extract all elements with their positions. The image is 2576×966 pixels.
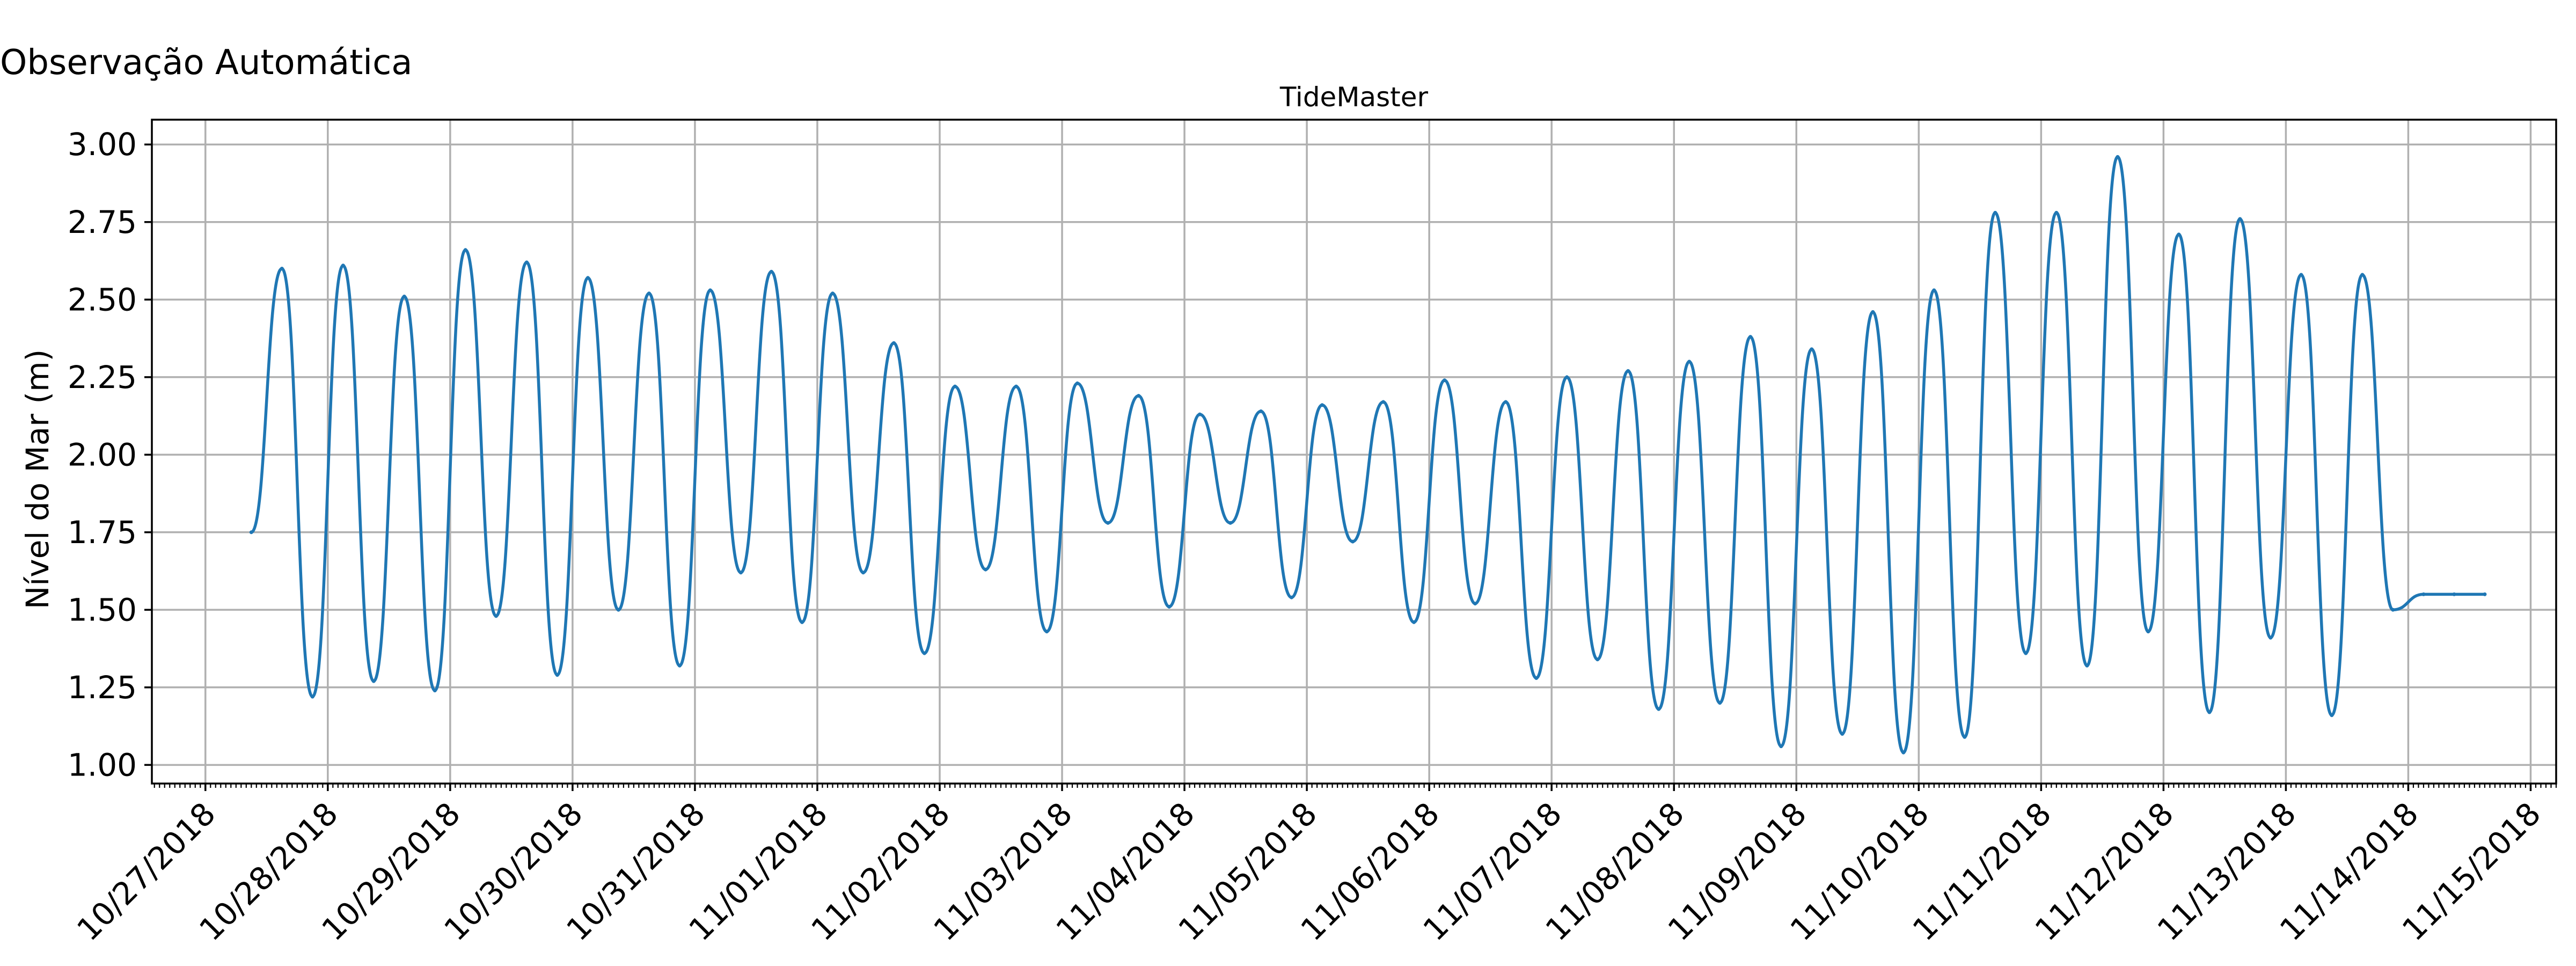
y-tick-label: 2.75	[68, 204, 137, 240]
data-point	[647, 291, 651, 296]
data-point	[1687, 360, 1692, 364]
data-point	[1626, 369, 1630, 373]
figure-title: Observação Automática	[0, 43, 412, 83]
data-point	[2146, 630, 2150, 634]
data-point	[1993, 210, 1997, 215]
y-tick-label: 2.50	[68, 281, 137, 318]
data-point	[1534, 676, 1539, 680]
data-point	[1565, 375, 1569, 379]
data-point	[2207, 710, 2212, 714]
y-tick-label: 1.50	[68, 591, 137, 628]
data-point	[616, 608, 620, 612]
data-point	[1290, 595, 1294, 599]
data-point	[524, 260, 529, 265]
data-point	[1075, 381, 1079, 385]
data-point	[1504, 400, 1508, 404]
y-axis-label: Nível do Mar (m)	[19, 349, 56, 609]
data-point	[1320, 403, 1324, 407]
data-point	[677, 663, 682, 668]
data-point	[310, 694, 314, 699]
data-point	[1596, 657, 1600, 662]
data-point	[800, 620, 804, 624]
data-point	[2268, 635, 2273, 640]
data-point	[984, 567, 987, 572]
data-point	[1045, 630, 1049, 634]
data-point	[1259, 409, 1263, 413]
data-point	[1779, 744, 1783, 749]
data-point	[892, 341, 896, 345]
data-point	[402, 295, 406, 298]
data-point	[708, 288, 712, 292]
data-point	[2483, 592, 2487, 596]
y-tick-label: 1.75	[68, 514, 137, 551]
data-point	[1840, 732, 1845, 736]
data-point	[1351, 539, 1355, 544]
grid-lines	[152, 120, 2556, 784]
data-point	[1137, 394, 1141, 398]
data-point	[1014, 384, 1018, 389]
data-point	[1963, 735, 1967, 739]
data-point	[2360, 273, 2365, 277]
data-point	[280, 267, 284, 270]
data-point	[2452, 592, 2456, 596]
data-point	[1228, 521, 1233, 525]
data-point	[831, 291, 835, 296]
data-point	[1381, 400, 1386, 404]
data-point	[249, 530, 253, 535]
data-point	[1657, 707, 1661, 711]
data-point	[2330, 713, 2334, 718]
data-point	[1871, 310, 1875, 314]
data-point	[1443, 378, 1447, 383]
data-point	[433, 689, 437, 693]
data-point	[1901, 750, 1906, 755]
data-point	[738, 570, 743, 575]
data-point	[1748, 335, 1753, 339]
data-point	[1473, 602, 1477, 606]
data-point	[861, 570, 865, 575]
data-point	[1198, 412, 1202, 416]
data-point	[2024, 651, 2028, 655]
data-point	[1106, 521, 1110, 525]
data-point	[2391, 608, 2395, 612]
data-point	[1718, 701, 1722, 705]
data-point	[769, 269, 773, 274]
data-point	[953, 384, 957, 389]
y-tick-label: 1.00	[68, 747, 137, 783]
data-point	[2085, 663, 2089, 668]
data-point	[2116, 155, 2120, 159]
data-point	[1412, 620, 1416, 624]
data-point	[586, 276, 590, 280]
plot-frame	[151, 119, 2557, 785]
y-tick-label: 3.00	[68, 126, 137, 163]
data-point	[341, 264, 345, 268]
data-point	[1167, 605, 1172, 609]
y-tick-label: 2.00	[68, 436, 137, 473]
data-point	[2054, 210, 2059, 215]
data-point	[2421, 592, 2426, 596]
data-point	[371, 679, 376, 683]
data-point	[1810, 347, 1814, 352]
data-point	[2177, 232, 2181, 237]
y-tick-label: 1.25	[68, 669, 137, 706]
data-point	[463, 248, 467, 252]
series-layer	[249, 155, 2487, 755]
data-point	[1932, 288, 1936, 292]
chart-title: TideMaster	[1279, 82, 1429, 113]
data-point	[2238, 217, 2242, 221]
data-point	[555, 673, 559, 677]
data-point	[923, 651, 926, 655]
y-tick-label: 2.25	[68, 359, 137, 396]
data-point	[494, 614, 498, 618]
data-point	[2299, 273, 2303, 277]
